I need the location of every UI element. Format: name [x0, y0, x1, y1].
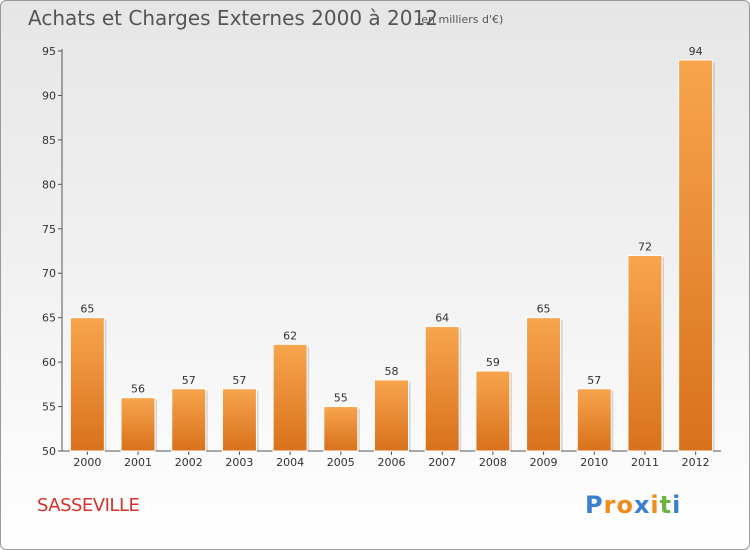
- y-tick-label: 55: [42, 401, 56, 414]
- y-tick-label: 80: [42, 178, 56, 191]
- logo-letter: i: [672, 491, 682, 519]
- bar: [475, 370, 511, 452]
- bar-value-label: 72: [638, 240, 652, 253]
- x-tick-label: 2012: [682, 456, 710, 469]
- logo-letter: o: [616, 491, 634, 519]
- bar-value-label: 57: [587, 374, 601, 387]
- bar-value-label: 56: [131, 383, 145, 396]
- bar: [374, 379, 409, 452]
- x-tick-label: 2006: [378, 456, 406, 469]
- x-tick-label: 2002: [175, 456, 203, 469]
- bar: [424, 326, 460, 452]
- bar: [576, 388, 612, 452]
- bar: [171, 388, 207, 452]
- logo-letter: t: [659, 491, 673, 519]
- x-tick-label: 2008: [479, 456, 507, 469]
- bar-value-label: 57: [182, 374, 196, 387]
- y-tick-label: 65: [42, 312, 56, 325]
- bar-value-label: 65: [537, 303, 551, 316]
- bar-value-label: 64: [435, 312, 449, 325]
- x-tick-label: 2001: [124, 456, 152, 469]
- bar: [526, 317, 562, 452]
- x-tick-label: 2011: [631, 456, 659, 469]
- proxiti-logo: Proxiti: [585, 491, 681, 519]
- bar: [69, 317, 105, 452]
- bar-value-label: 62: [283, 329, 297, 342]
- logo-letter: x: [633, 491, 651, 519]
- logo-letter: i: [650, 491, 660, 519]
- bar-value-label: 55: [334, 392, 348, 405]
- y-tick-label: 95: [42, 45, 56, 58]
- x-tick-label: 2009: [530, 456, 558, 469]
- bar-value-label: 58: [385, 365, 399, 378]
- y-tick-label: 75: [42, 223, 56, 236]
- y-tick-label: 85: [42, 134, 56, 147]
- commune-name: SASSEVILLE: [37, 495, 140, 516]
- bar: [272, 343, 308, 452]
- chart-subtitle: (en milliers d'€): [417, 13, 504, 26]
- logo-letter: r: [603, 491, 617, 519]
- bar-value-label: 65: [80, 303, 94, 316]
- x-tick-label: 2007: [428, 456, 456, 469]
- bar: [221, 388, 257, 452]
- bar-value-label: 57: [232, 374, 246, 387]
- bar: [120, 397, 156, 452]
- y-tick-label: 70: [42, 267, 56, 280]
- x-tick-label: 2000: [73, 456, 101, 469]
- chart-title: Achats et Charges Externes 2000 à 2012: [28, 6, 438, 30]
- x-tick-label: 2004: [276, 456, 304, 469]
- y-tick-label: 60: [42, 356, 56, 369]
- bar: [627, 254, 663, 452]
- x-tick-label: 2003: [225, 456, 253, 469]
- logo-letter: P: [585, 491, 604, 519]
- y-tick-label: 50: [42, 445, 56, 458]
- bar-value-label: 59: [486, 356, 500, 369]
- x-tick-label: 2005: [327, 456, 355, 469]
- bar: [678, 59, 714, 452]
- x-tick-label: 2010: [580, 456, 608, 469]
- bar: [323, 406, 359, 452]
- y-tick-label: 90: [42, 89, 56, 102]
- bar-value-label: 94: [689, 45, 703, 58]
